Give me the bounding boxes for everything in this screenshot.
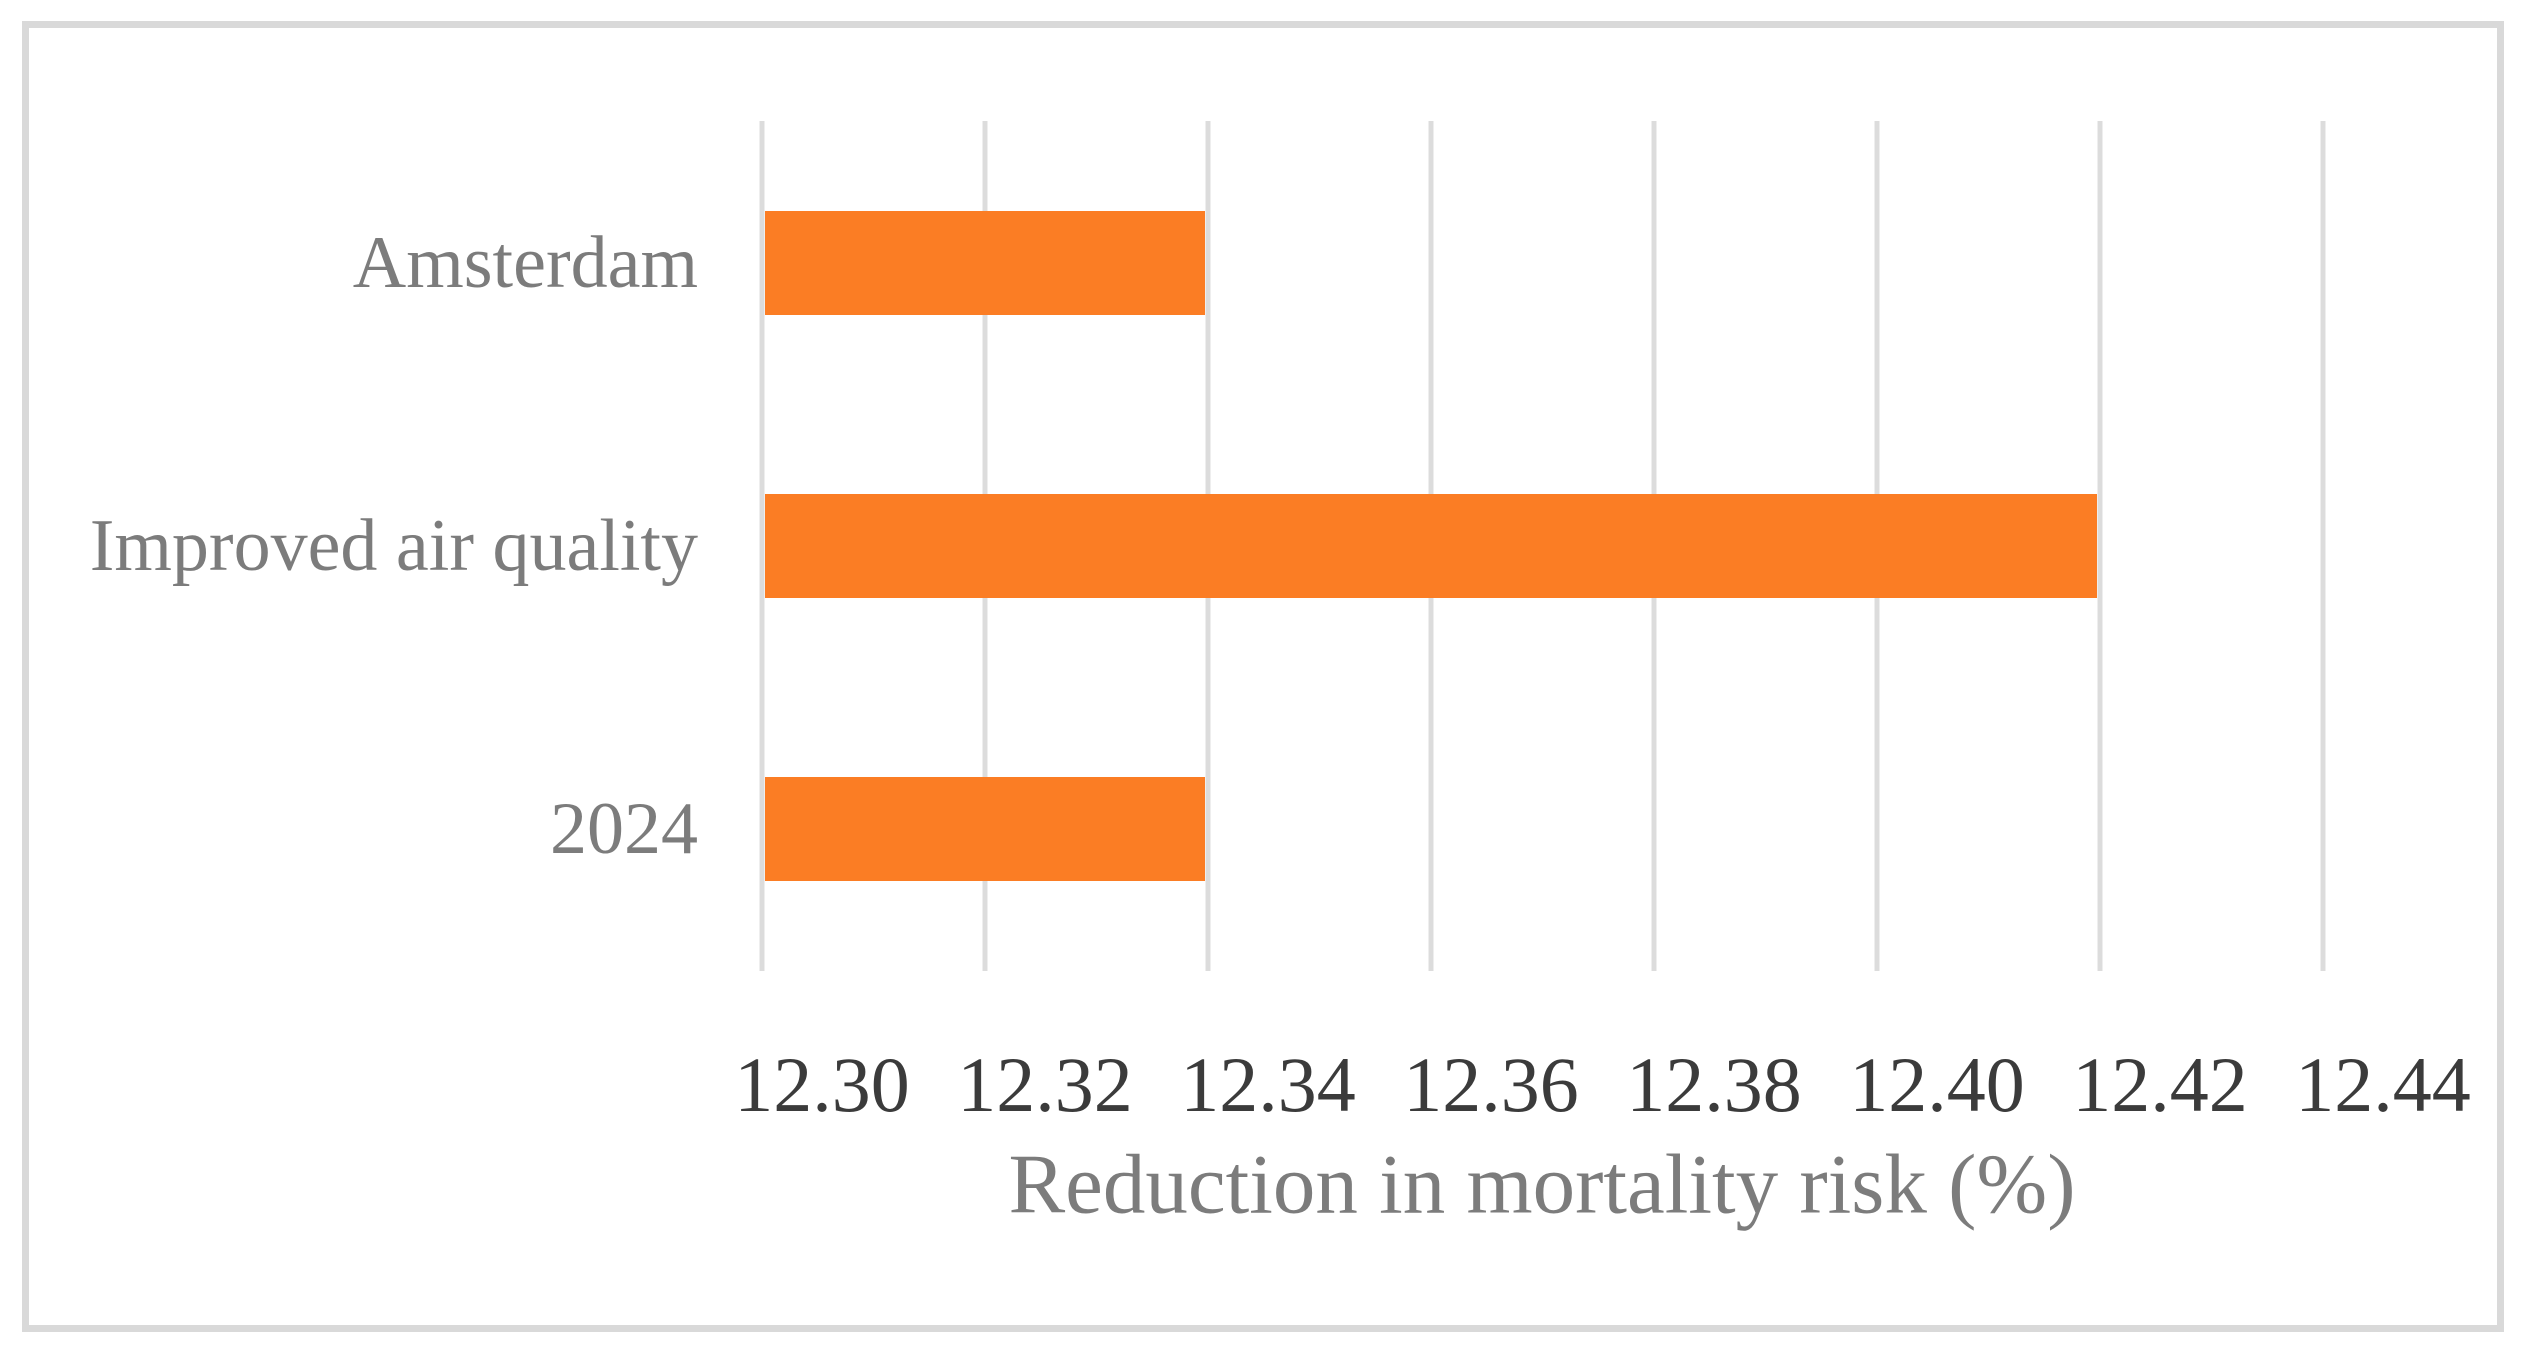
gridline-12.30 — [759, 121, 765, 971]
plot-area — [759, 121, 2326, 971]
x-tick-label-12.42: 12.42 — [2072, 1041, 2248, 1128]
x-tick-label-12.36: 12.36 — [1403, 1041, 1579, 1128]
bar-improved-air-quality — [765, 494, 2097, 598]
gridline-12.42 — [2097, 121, 2103, 971]
category-label-amsterdam: Amsterdam — [352, 221, 698, 304]
x-tick-label-12.44: 12.44 — [2295, 1041, 2471, 1128]
x-axis-title: Reduction in mortality risk (%) — [1008, 1137, 2076, 1232]
bar-2024 — [765, 777, 1205, 882]
category-label-2024: 2024 — [550, 788, 698, 871]
x-tick-label-12.38: 12.38 — [1626, 1041, 1802, 1128]
x-tick-label-12.30: 12.30 — [734, 1041, 910, 1128]
chart-frame-border — [22, 21, 2504, 1332]
category-label-improved-air-quality: Improved air quality — [89, 505, 698, 587]
bar-amsterdam — [765, 210, 1205, 315]
x-tick-label-12.34: 12.34 — [1180, 1041, 1356, 1128]
x-tick-label-12.32: 12.32 — [957, 1041, 1133, 1128]
x-tick-label-12.40: 12.40 — [1849, 1041, 2025, 1128]
gridline-12.44 — [2320, 121, 2326, 971]
